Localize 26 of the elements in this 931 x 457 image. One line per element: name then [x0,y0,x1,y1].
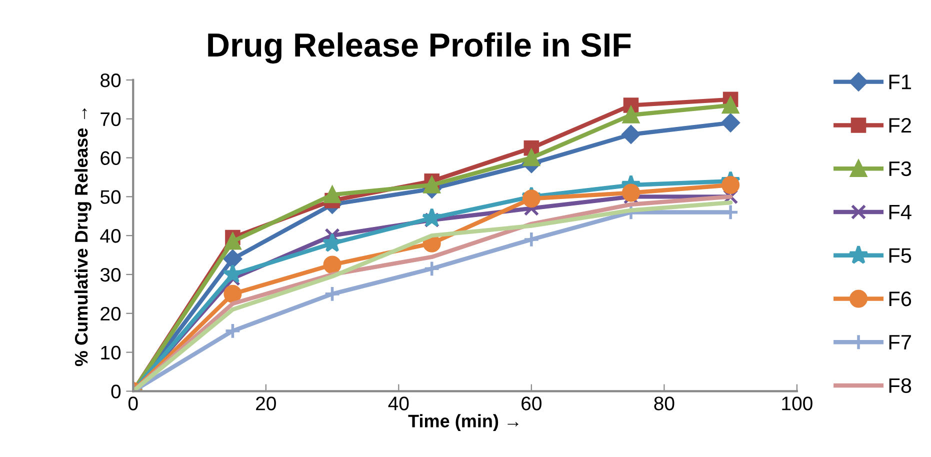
legend-label: F7 [889,335,911,350]
y-tick-label: 0 [111,384,121,398]
x-tick-label: 60 [522,396,542,410]
legend-label: F1 [889,74,911,90]
y-tick-label: 70 [100,112,121,126]
legend-label: F3 [889,161,912,176]
x-tick-label: 20 [256,396,276,410]
legend-label: F5 [889,248,912,263]
y-tick-label: 30 [100,268,121,282]
x-tick-label: 100 [782,396,812,410]
x-tick-label: 0 [128,396,138,410]
y-tick-label: 10 [101,346,121,360]
x-axis-title: Time (min) → [408,414,518,432]
y-tick-label: 50 [100,190,121,204]
x-tick-label: 40 [388,396,409,410]
legend-label: F2 [889,118,911,133]
x-tick-label: 80 [654,396,674,410]
legend-label: F4 [889,204,912,220]
y-tick-label: 80 [100,73,121,88]
y-tick-label: 60 [100,151,121,166]
legend-label: F8 [889,378,912,393]
y-tick-label: 40 [100,229,121,243]
legend-label: F6 [889,291,912,306]
y-tick-label: 20 [100,306,121,321]
y-axis-title: % Cumulative Drug Release → [74,108,92,366]
chart-title: Drug Release Profile in SIF [208,32,631,64]
